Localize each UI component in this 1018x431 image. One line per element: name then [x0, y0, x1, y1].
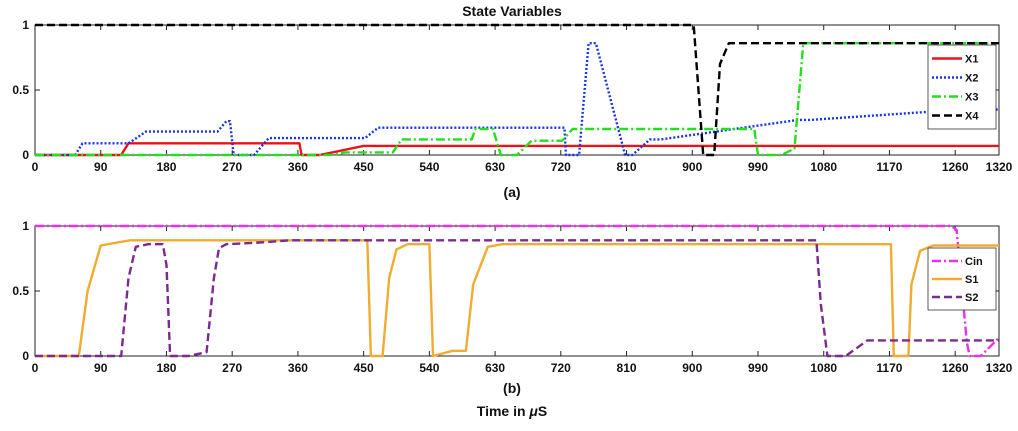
x-axis-label: Time in μS: [477, 403, 547, 419]
x-tick-label: 1320: [986, 160, 1013, 174]
x-tick-label: 360: [288, 160, 308, 174]
panel-b-ticks: 0 90 180 270 360 450 540 630 720 810 900 990 1080 117…: [12, 219, 1012, 375]
legend-label-s2: S2: [965, 292, 978, 304]
legend-label-x2: X2: [965, 73, 978, 85]
x-tick-label: 900: [682, 160, 702, 174]
x-tick-label: 450: [354, 361, 374, 375]
series-line-cin: [35, 224, 1000, 358]
x-tick-label: 1260: [942, 361, 969, 375]
x-tick-label: 720: [551, 361, 571, 375]
x-tick-label: 0: [32, 361, 39, 375]
x-tick-label: 630: [485, 361, 505, 375]
panel-b-series: [35, 224, 1000, 358]
y-tick-label: 0.5: [12, 83, 29, 97]
x-axis-label-prefix: Time in: [477, 403, 530, 419]
x-tick-label: 1170: [876, 361, 902, 375]
x-tick-label: 540: [419, 361, 439, 375]
panel-b-legend: Cin S1 S2: [927, 247, 997, 311]
x-tick-label: 720: [551, 160, 571, 174]
series-line-x2: [35, 42, 999, 157]
x-tick-label: 90: [94, 160, 108, 174]
series-line-x1: [35, 142, 999, 157]
x-tick-label: 990: [748, 361, 768, 375]
legend-label-x4: X4: [965, 111, 979, 123]
x-tick-label: 630: [485, 160, 505, 174]
x-axis-label-mu: μ: [528, 403, 538, 419]
panel-a-series: [35, 23, 999, 157]
x-tick-label: 1080: [810, 361, 837, 375]
x-tick-label: 180: [156, 361, 176, 375]
y-tick-label: 1: [22, 18, 29, 32]
panel-a-axes: [34, 24, 1000, 156]
y-tick-label: 0: [22, 349, 29, 363]
legend-label-s1: S1: [965, 274, 978, 286]
x-axis-label-suffix: S: [538, 403, 547, 419]
y-tick-label: 0.5: [12, 284, 29, 298]
series-line-s2: [35, 239, 999, 358]
series-line-x4: [35, 23, 999, 157]
x-tick-label: 90: [94, 361, 108, 375]
x-tick-label: 450: [354, 160, 374, 174]
series-line-x3: [35, 42, 999, 157]
panel-a: 0 90 180 270 360 450 540 630 720 810 900 990 1080 117…: [12, 18, 1012, 200]
x-tick-label: 540: [419, 160, 439, 174]
legend-label-x3: X3: [965, 92, 978, 104]
x-tick-label: 270: [222, 160, 242, 174]
x-tick-label: 810: [617, 361, 637, 375]
x-tick-label: 900: [682, 361, 702, 375]
x-tick-label: 1260: [942, 160, 969, 174]
x-tick-label: 270: [222, 361, 242, 375]
x-tick-label: 1170: [876, 160, 902, 174]
x-tick-label: 1320: [986, 361, 1013, 375]
panel-a-sublabel: (a): [503, 184, 520, 200]
y-tick-label: 0: [22, 148, 29, 162]
panel-b-axes: [34, 225, 1000, 357]
legend-label-cin: Cin: [965, 256, 983, 268]
panel-a-ticks: 0 90 180 270 360 450 540 630 720 810 900 990 1080 117…: [12, 18, 1012, 174]
x-tick-label: 0: [32, 160, 39, 174]
series-line-s1: [35, 239, 999, 358]
panel-b: 0 90 180 270 360 450 540 630 720 810 900 990 1080 117…: [12, 219, 1012, 396]
x-tick-label: 360: [288, 361, 308, 375]
panel-b-sublabel: (b): [503, 380, 521, 396]
chart-title: State Variables: [462, 3, 562, 19]
y-tick-label: 1: [22, 219, 29, 233]
x-tick-label: 990: [748, 160, 768, 174]
x-tick-label: 810: [617, 160, 637, 174]
legend-label-x1: X1: [965, 54, 978, 66]
x-tick-label: 180: [156, 160, 176, 174]
panel-a-legend: X1 X2 X3 X4: [927, 44, 997, 130]
x-tick-label: 1080: [810, 160, 837, 174]
